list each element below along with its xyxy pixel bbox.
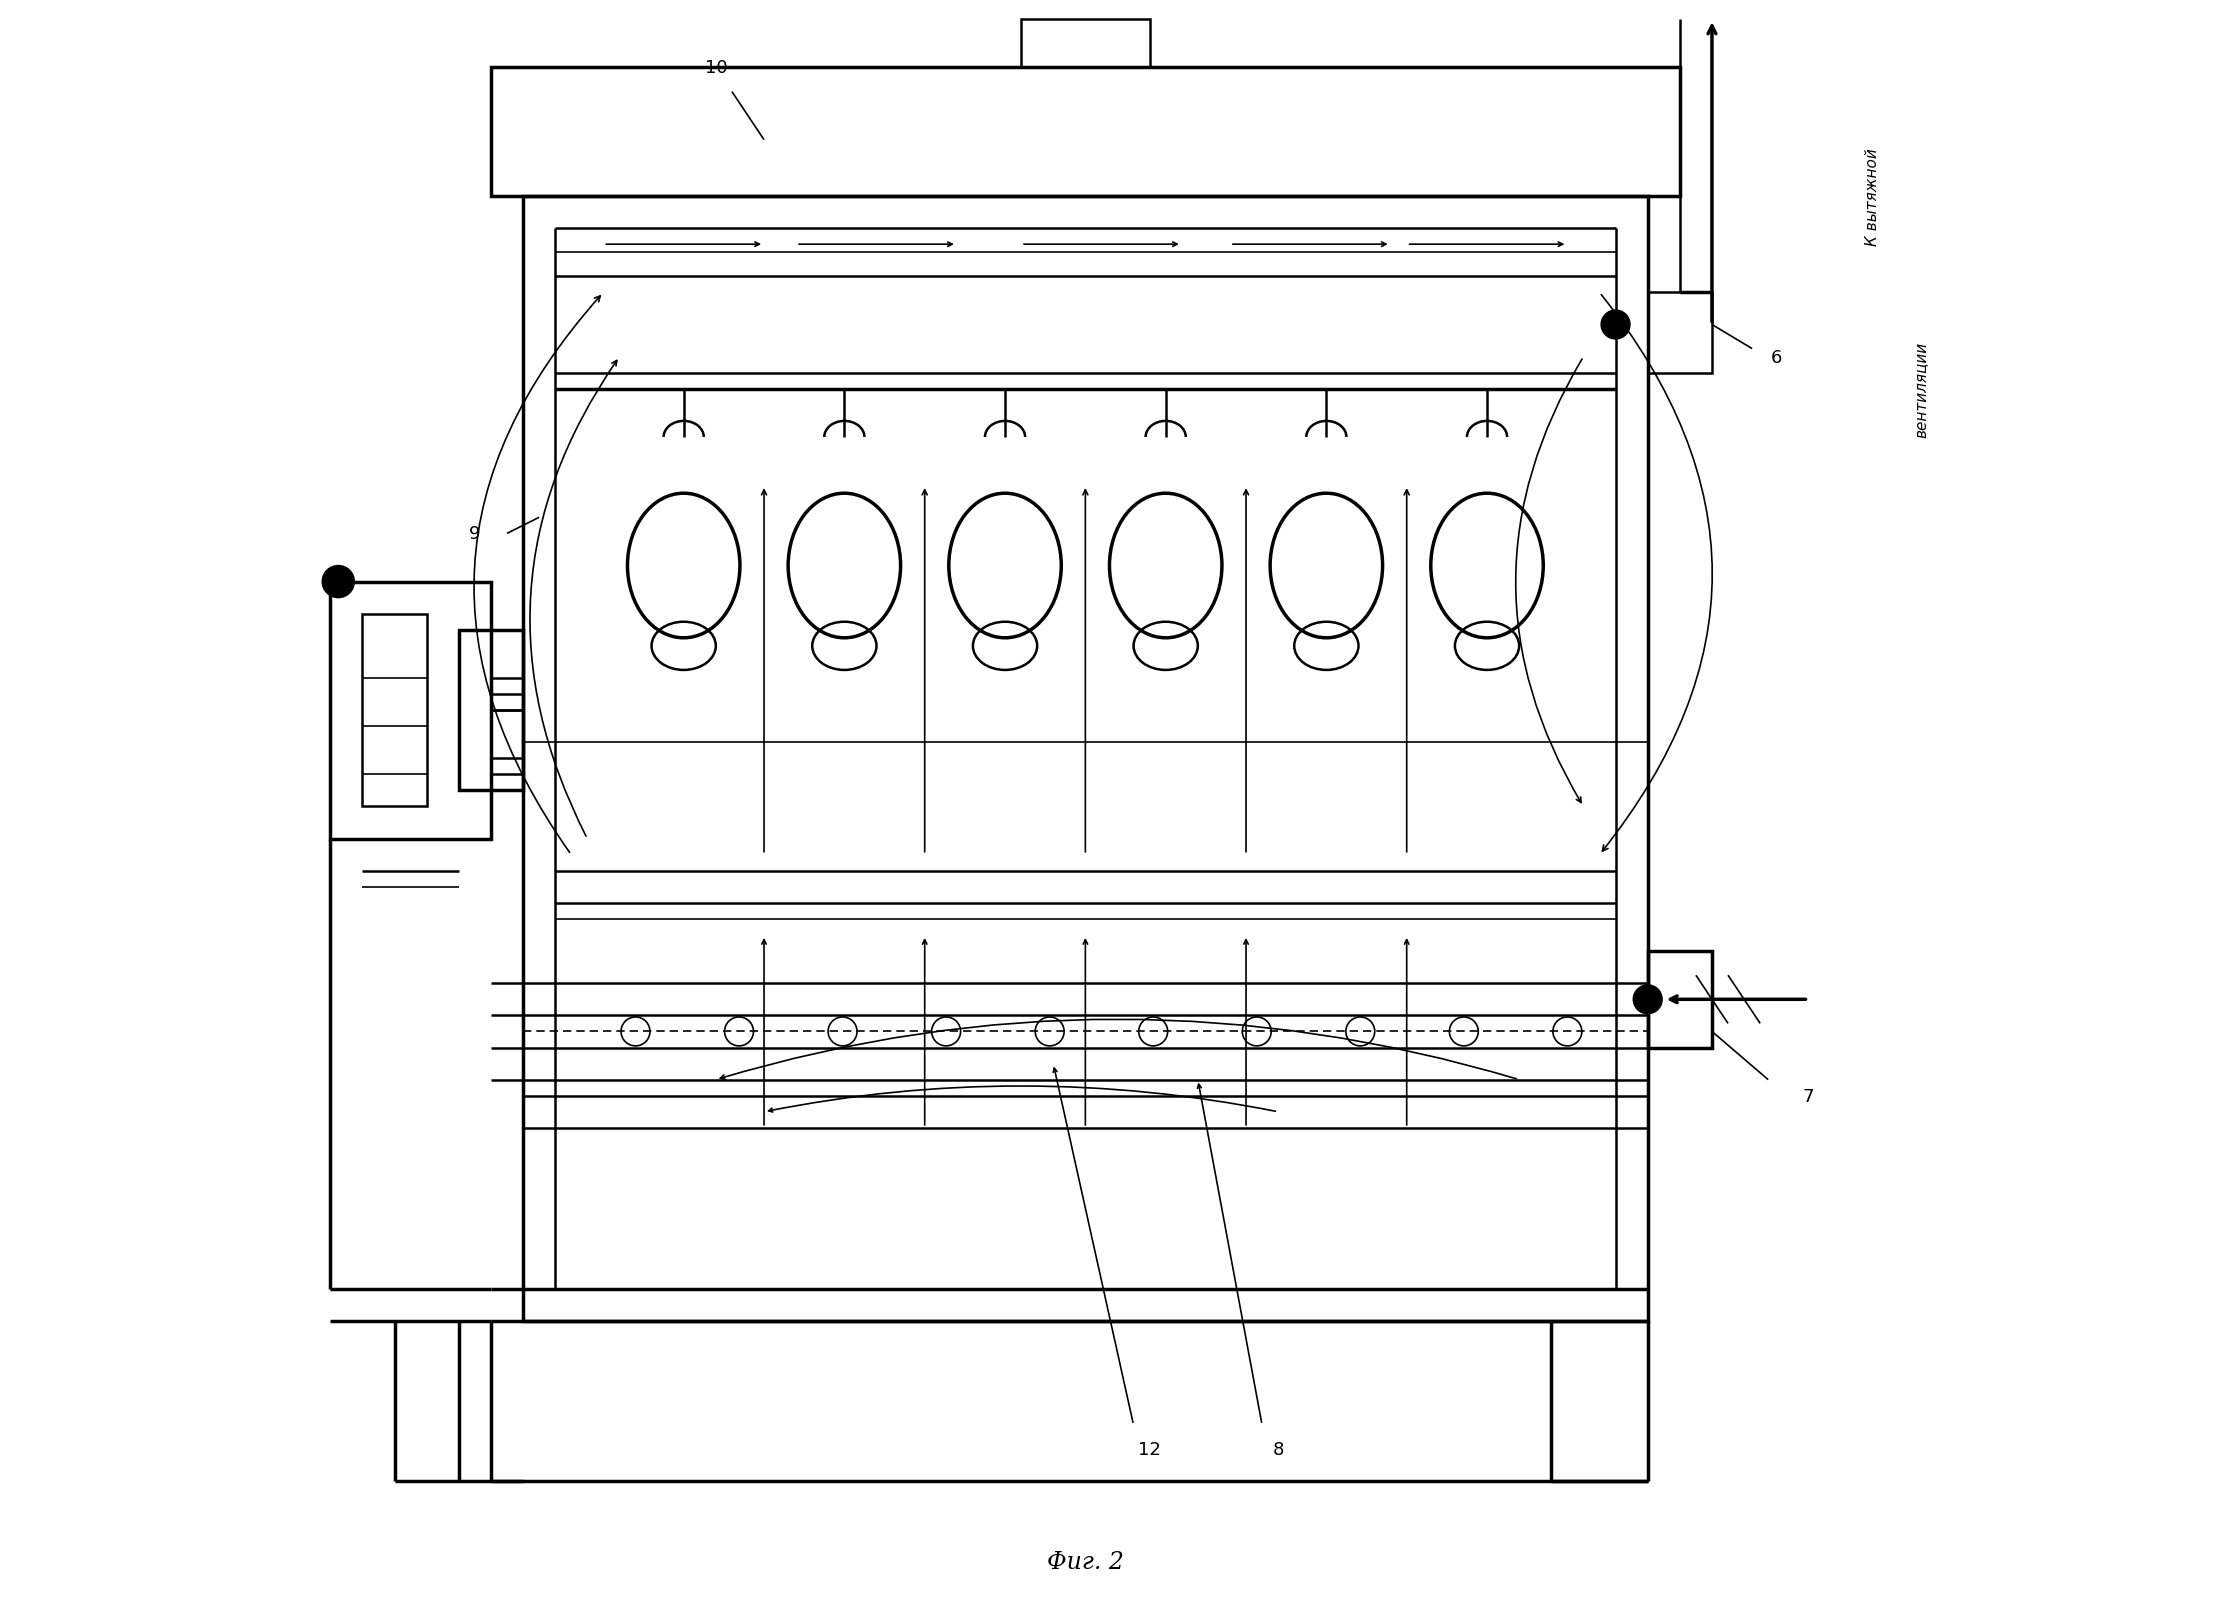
Text: К вытяжной: К вытяжной [1866,148,1880,245]
Text: вентиляции: вентиляции [1913,342,1929,437]
Bar [492,678,523,710]
Text: 6: 6 [1770,349,1781,366]
Circle shape [1634,985,1663,1014]
Bar [331,583,492,839]
Text: Фиг. 2: Фиг. 2 [1046,1549,1124,1574]
Circle shape [1600,312,1629,341]
Text: 7: 7 [1804,1086,1815,1106]
Bar [492,68,1681,197]
Text: 10: 10 [704,60,726,77]
Bar [492,710,523,759]
Bar [1021,21,1149,68]
Bar [1647,294,1712,373]
Text: 9: 9 [469,525,481,542]
Bar [1647,952,1712,1047]
Text: 8: 8 [1272,1440,1283,1459]
Bar [523,197,1647,1320]
Text: 12: 12 [1138,1440,1160,1459]
Bar [458,631,523,791]
Bar [362,615,427,807]
Circle shape [322,567,355,599]
